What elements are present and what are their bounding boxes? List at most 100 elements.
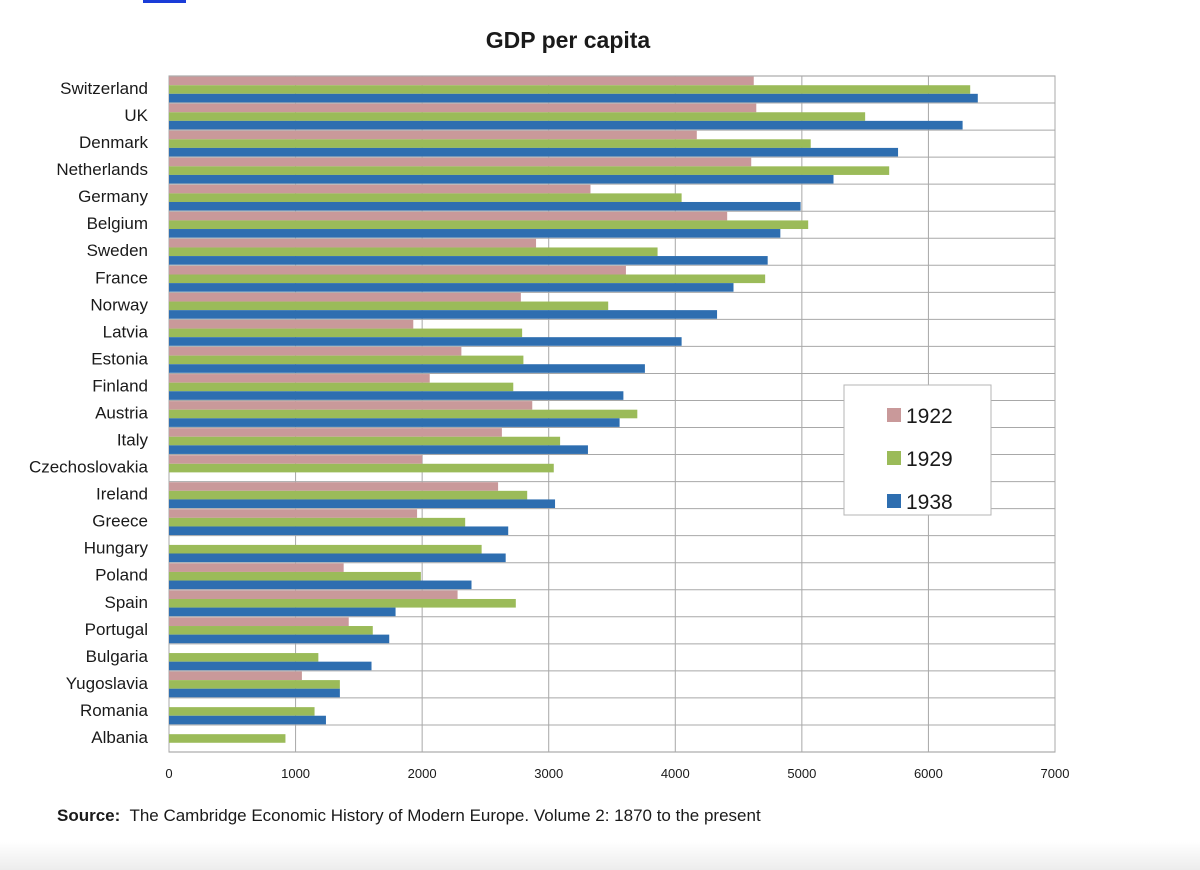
x-tick-label: 4000 — [661, 766, 690, 781]
category-label: Norway — [90, 295, 148, 314]
bar-1922 — [169, 482, 499, 491]
bar-1929 — [169, 463, 554, 473]
bar-1938 — [169, 310, 718, 319]
x-tick-label: 7000 — [1041, 766, 1070, 781]
legend-swatch-1922 — [887, 408, 901, 422]
legend-label-1922: 1922 — [906, 405, 953, 428]
bar-1922 — [169, 319, 414, 329]
category-label: Latvia — [103, 322, 149, 341]
bar-1929 — [169, 544, 482, 554]
bar-1938 — [169, 147, 899, 157]
bar-1938 — [169, 688, 340, 698]
bar-1938 — [169, 256, 768, 265]
bar-1929 — [169, 274, 766, 284]
category-label: Ireland — [96, 485, 148, 504]
bar-1922 — [169, 428, 502, 437]
category-label: Italy — [117, 431, 149, 450]
bar-1922 — [169, 671, 302, 681]
category-label: Denmark — [79, 133, 148, 152]
top-edge-mark — [143, 0, 186, 3]
x-tick-label: 0 — [165, 766, 172, 781]
bar-1929 — [169, 653, 319, 662]
bar-1929 — [169, 139, 811, 148]
source-note: Source: The Cambridge Economic History o… — [57, 806, 761, 826]
category-label: Switzerland — [60, 79, 148, 98]
bar-1938 — [169, 499, 556, 509]
bar-1929 — [169, 734, 286, 743]
bar-1938 — [169, 364, 645, 373]
bar-1929 — [169, 328, 523, 338]
source-label: Source: — [57, 806, 121, 825]
legend-swatch-1938 — [887, 494, 901, 508]
bar-1938 — [169, 580, 472, 590]
bar-1929 — [169, 680, 340, 689]
bar-1938 — [169, 445, 588, 454]
category-label: Belgium — [87, 214, 148, 233]
bars-layer — [169, 76, 978, 743]
bar-1929 — [169, 517, 466, 527]
bar-1922 — [169, 292, 521, 302]
category-label: Czechoslovakia — [29, 458, 149, 477]
bar-1922 — [169, 590, 458, 599]
x-axis-tick-labels: 0 1000 2000 3000 4000 5000 6000 7000 — [165, 766, 1069, 781]
bar-1929 — [169, 382, 514, 392]
bar-1938 — [169, 337, 682, 346]
bar-1938 — [169, 283, 734, 292]
bar-1929 — [169, 247, 658, 257]
legend-label-1929: 1929 — [906, 448, 953, 471]
bar-1938 — [169, 229, 781, 238]
chart-title: GDP per capita — [486, 27, 651, 53]
bar-1929 — [169, 166, 890, 175]
bar-1922 — [169, 455, 423, 464]
legend: 1922 1929 1938 — [843, 384, 992, 516]
category-label: Sweden — [87, 241, 148, 260]
bar-1922 — [169, 238, 537, 248]
bar-1929 — [169, 301, 609, 311]
bar-1922 — [169, 509, 418, 518]
bar-1938 — [169, 201, 801, 211]
x-tick-label: 1000 — [281, 766, 310, 781]
bar-1929 — [169, 490, 528, 500]
bar-1922 — [169, 103, 757, 113]
category-label: Bulgaria — [86, 647, 149, 666]
category-label: Estonia — [91, 349, 148, 368]
legend-swatch-1929 — [887, 451, 901, 465]
bar-1929 — [169, 193, 682, 202]
bar-1938 — [169, 607, 396, 617]
category-label: Albania — [91, 728, 148, 747]
category-label: Germany — [78, 187, 148, 206]
legend-box — [843, 384, 992, 516]
bar-1929 — [169, 571, 421, 581]
bar-1922 — [169, 563, 344, 572]
bar-1929 — [169, 626, 373, 635]
bar-1938 — [169, 661, 372, 671]
bar-1922 — [169, 265, 626, 275]
bar-1929 — [169, 85, 971, 94]
x-tick-label: 3000 — [534, 766, 563, 781]
bar-1929 — [169, 220, 809, 230]
bar-1929 — [169, 355, 524, 365]
bar-1938 — [169, 634, 390, 644]
bar-1922 — [169, 401, 533, 410]
legend-label-1938: 1938 — [906, 491, 953, 514]
bar-1938 — [169, 418, 620, 427]
x-tick-label: 5000 — [787, 766, 816, 781]
x-tick-label: 2000 — [408, 766, 437, 781]
bar-1929 — [169, 436, 561, 446]
bar-1922 — [169, 374, 430, 383]
bar-1929 — [169, 598, 516, 608]
bottom-fade — [0, 842, 1200, 870]
category-label: UK — [124, 106, 148, 125]
bar-1938 — [169, 391, 624, 400]
bar-1922 — [169, 184, 591, 194]
category-label: Yugoslavia — [66, 674, 149, 693]
bar-1922 — [169, 157, 752, 167]
bar-1929 — [169, 112, 866, 121]
bar-1922 — [169, 76, 754, 86]
bar-1922 — [169, 347, 462, 356]
bar-1929 — [169, 409, 638, 419]
category-label: France — [95, 268, 148, 287]
category-label: Greece — [92, 512, 148, 531]
bar-1938 — [169, 526, 509, 536]
